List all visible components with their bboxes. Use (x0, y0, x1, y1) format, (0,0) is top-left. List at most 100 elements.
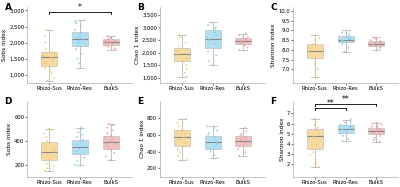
Point (371, 132, 378, 135)
Point (373, 38, 380, 41)
PathPatch shape (338, 36, 354, 42)
Point (78, 127, 84, 130)
Point (48, 72, 55, 75)
Point (310, 151, 316, 154)
Point (44, 139, 50, 142)
Point (371, 45, 378, 47)
Point (184, 158, 190, 161)
Point (347, 125, 353, 128)
Point (102, 40, 109, 43)
Point (78, 52, 84, 55)
Point (368, 39, 374, 42)
Point (176, 33, 183, 36)
Point (243, 130, 250, 133)
Point (342, 121, 348, 124)
Point (310, 43, 316, 46)
Text: D: D (4, 97, 12, 106)
Point (177, 36, 184, 39)
Point (312, 120, 319, 123)
Point (76, 39, 82, 42)
Point (183, 117, 190, 120)
Point (375, 127, 382, 130)
PathPatch shape (307, 129, 323, 149)
PathPatch shape (103, 136, 119, 149)
PathPatch shape (174, 47, 190, 61)
Point (74, 152, 80, 155)
Point (315, 126, 321, 129)
Point (374, 126, 380, 129)
Y-axis label: Shannon index: Shannon index (280, 117, 284, 161)
Point (51, 148, 57, 151)
Point (377, 41, 383, 44)
Point (73, 36, 80, 39)
Point (341, 50, 348, 53)
Point (74, 57, 81, 60)
Point (178, 47, 184, 50)
Point (74, 44, 81, 47)
Point (105, 45, 112, 48)
Text: F: F (270, 97, 276, 106)
Point (370, 131, 376, 134)
Point (82, 145, 88, 148)
Point (72, 20, 78, 23)
Y-axis label: Sobs index: Sobs index (7, 123, 12, 155)
Point (238, 40, 244, 43)
Point (42, 67, 48, 70)
Point (340, 134, 346, 137)
Point (110, 124, 116, 127)
Point (344, 36, 350, 39)
Point (44, 167, 50, 170)
Point (183, 142, 189, 145)
Point (48, 155, 54, 158)
Point (75, 131, 82, 134)
Point (348, 118, 354, 121)
Point (109, 128, 116, 131)
Point (206, 60, 212, 63)
Point (309, 144, 315, 147)
Point (44, 152, 51, 155)
Point (182, 132, 189, 135)
Point (208, 150, 214, 153)
Point (44, 29, 50, 32)
Text: *: * (78, 3, 82, 12)
Point (309, 34, 315, 37)
Point (74, 160, 80, 163)
Point (316, 37, 322, 40)
Point (182, 41, 189, 44)
Point (183, 64, 190, 67)
Point (73, 22, 79, 25)
Point (313, 162, 320, 165)
Y-axis label: Chao 1 index: Chao 1 index (135, 26, 140, 64)
Point (78, 126, 84, 129)
Text: A: A (4, 3, 12, 12)
Point (175, 52, 182, 55)
Point (211, 136, 218, 139)
Point (371, 138, 377, 141)
Point (378, 123, 385, 126)
Point (213, 33, 219, 36)
Point (242, 139, 248, 142)
Point (372, 37, 379, 40)
Point (316, 165, 322, 168)
Text: **: ** (326, 99, 334, 108)
Point (348, 126, 354, 129)
Point (73, 150, 79, 153)
Point (378, 45, 384, 48)
Point (244, 36, 251, 39)
Y-axis label: Shannon index: Shannon index (271, 23, 276, 67)
Point (51, 76, 57, 79)
Point (307, 154, 314, 157)
Point (377, 134, 384, 137)
Point (236, 41, 242, 44)
Point (102, 136, 108, 139)
Point (206, 132, 212, 135)
Point (243, 136, 249, 139)
Point (110, 43, 116, 46)
Point (79, 133, 86, 136)
Point (347, 127, 354, 130)
Point (377, 40, 384, 43)
Point (313, 45, 320, 47)
Point (212, 31, 218, 34)
Point (46, 158, 52, 161)
Point (316, 132, 322, 135)
